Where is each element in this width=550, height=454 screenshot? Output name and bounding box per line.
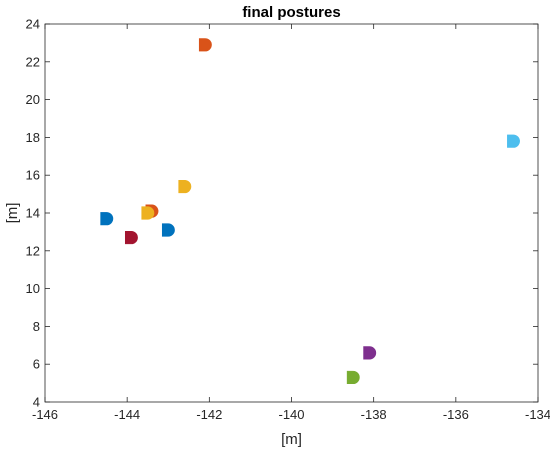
posture-marker: [346, 370, 360, 385]
axis-ticks: -146 -144 -142 -140 -138 -136 -134 4 6 8 10 12 14 16 1…: [26, 17, 550, 423]
y-tick-label: 8: [33, 319, 40, 334]
y-tick-label: 14: [26, 206, 40, 221]
y-tick-label: 12: [26, 243, 40, 258]
y-tick-label: 20: [26, 92, 40, 107]
posture-marker-shape: [141, 206, 155, 220]
posture-marker-shape: [178, 179, 192, 194]
posture-marker: [363, 346, 377, 360]
x-tick-label: -142: [196, 407, 222, 422]
posture-marker: [198, 38, 212, 52]
y-tick-label: 18: [26, 130, 40, 145]
posture-marker: [178, 179, 192, 194]
posture-marker: [124, 230, 138, 245]
posture-marker-shape: [363, 346, 377, 360]
x-tick-label: -146: [32, 407, 58, 422]
x-tick-label: -136: [443, 407, 469, 422]
data-points: [100, 38, 520, 385]
y-tick-label: 16: [26, 168, 40, 183]
posture-marker-shape: [346, 370, 360, 385]
y-tick-label: 10: [26, 281, 40, 296]
x-tick-label: -138: [361, 407, 387, 422]
y-tick-label: 4: [33, 395, 40, 410]
posture-marker-shape: [507, 134, 520, 148]
x-tick-label: -140: [278, 407, 304, 422]
posture-marker: [100, 212, 114, 226]
posture-marker-shape: [198, 38, 212, 52]
y-tick-label: 22: [26, 54, 40, 69]
y-axis-label: [m]: [4, 203, 21, 224]
x-tick-label: -144: [114, 407, 140, 422]
chart-title: final postures: [242, 4, 340, 21]
x-tick-label: -134: [525, 407, 550, 422]
posture-marker: [161, 223, 175, 237]
x-axis-label: [m]: [281, 431, 302, 448]
y-tick-label: 6: [33, 357, 40, 372]
posture-marker: [141, 206, 155, 220]
posture-marker: [507, 134, 520, 148]
y-tick-label: 24: [26, 17, 40, 32]
plot-area: [45, 24, 538, 402]
posture-marker-shape: [100, 212, 114, 226]
posture-marker-shape: [124, 230, 138, 245]
posture-marker-shape: [161, 223, 175, 237]
